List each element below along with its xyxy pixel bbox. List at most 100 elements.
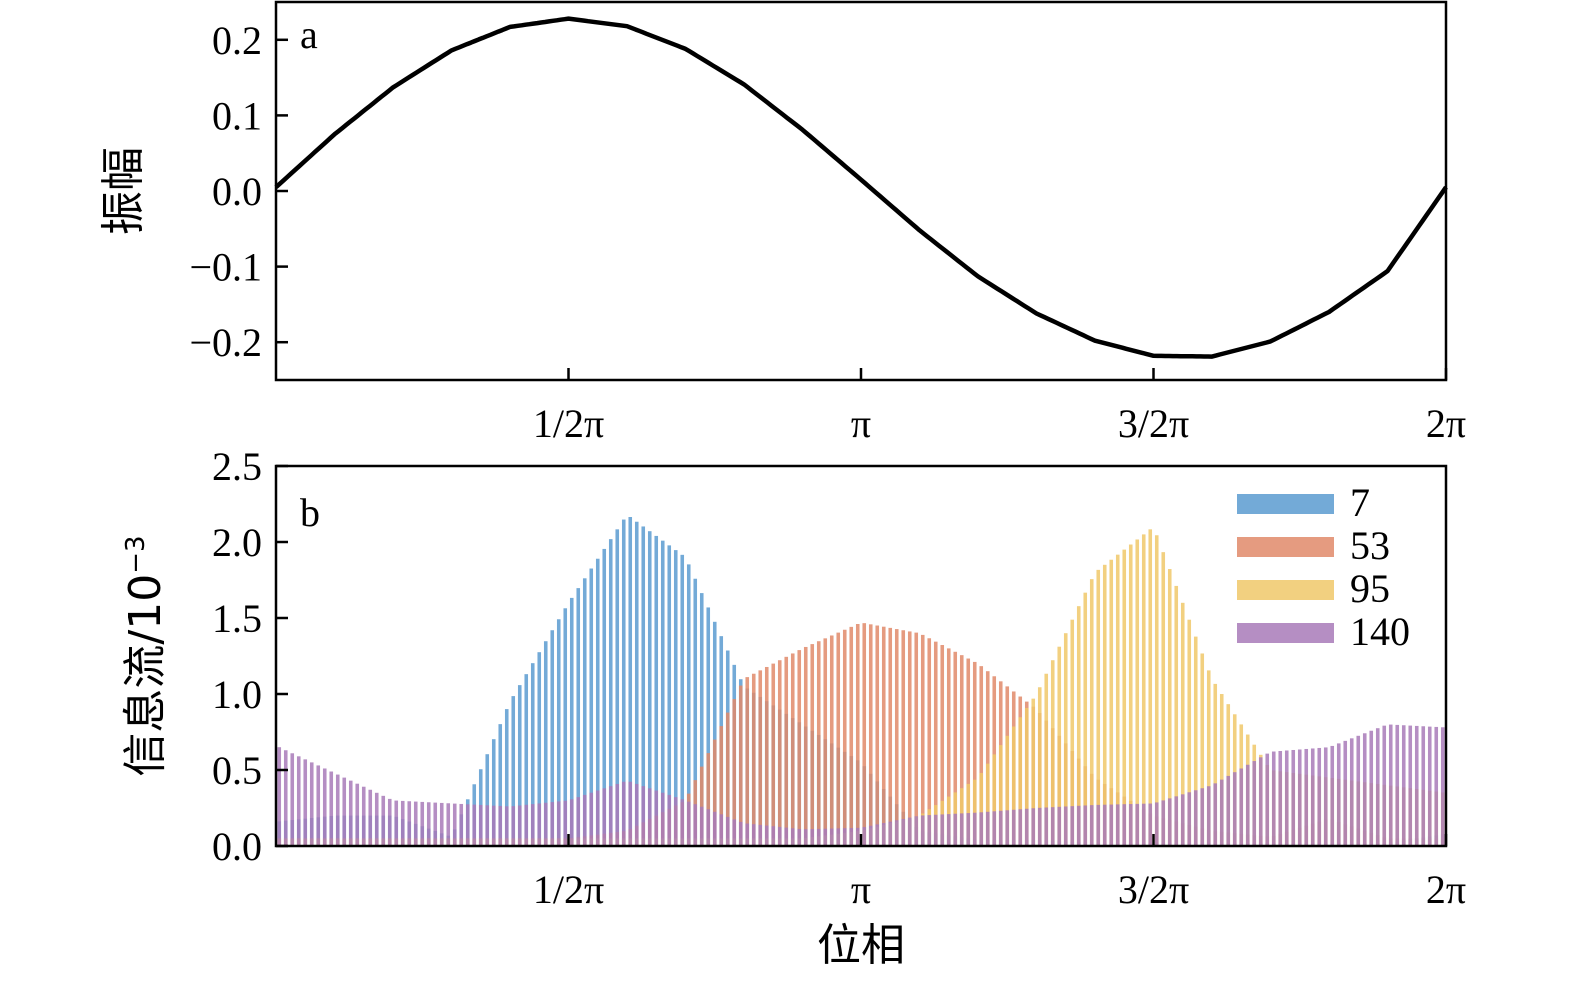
panel-b-bar [647,531,652,846]
panel-b-bar [1362,733,1367,846]
panel-a: 1/2π π 3/2π 2π 0.2 0.1 0.0 −0.1 −0.2 a 振幅 [98,0,1466,446]
panel-b-bar [589,568,594,846]
panel-a-label: a [300,12,318,57]
panel-b-bar [543,802,548,846]
panel-b-bar [732,819,737,846]
panel-b-bar [654,535,659,846]
panel-b-series-53 [277,623,1445,846]
panel-b-bar [303,759,308,846]
panel-b-bar [1323,747,1328,846]
panel-b-bar [985,811,990,846]
legend-swatch [1237,494,1334,514]
panel-b-bar [712,621,717,846]
panel-b-y-tick-label: 1.0 [212,672,262,717]
panel-b-bar [498,724,503,846]
panel-a-x-tick-label: 1/2π [533,401,604,446]
panel-b-bar [530,663,535,846]
panel-b-bar [1174,585,1179,846]
panel-b-bar [719,814,724,846]
panel-b-bar [1070,806,1075,846]
panel-b-bar [1206,670,1211,846]
panel-b-bar [914,632,919,846]
panel-b-bar [1102,804,1107,846]
panel-b-bar [309,762,314,846]
panel-b-bar [1148,529,1153,846]
panel-b-bar [725,712,730,846]
panel-b-bar [803,829,808,846]
panel-b-y-tick-label: 2.5 [212,444,262,489]
panel-b-bar [1278,751,1283,846]
panel-b-bar [1297,749,1302,846]
panel-b-x-axis-title: 位相 [817,920,905,971]
panel-a-x-tick-label: π [851,401,871,446]
panel-b-bar [842,828,847,846]
panel-b-bar [732,699,737,846]
panel-b-bar [1180,794,1185,846]
panel-b-bar [1122,804,1127,846]
panel-b-bar [693,804,698,846]
panel-b-bar [1388,724,1393,846]
panel-b-y-axis-title-main: 信息流/10 [120,574,171,777]
panel-b-bar [829,828,834,846]
panel-b-bar [719,726,724,846]
panel-b-series-95 [277,529,1445,846]
panel-b-bar [1206,786,1211,846]
panel-b-bar [953,813,958,846]
panel-b-bar [1193,636,1198,846]
panel-b-bar [920,634,925,846]
panel-b-bar [888,627,893,846]
panel-b-bar [387,798,392,846]
panel-b-bar [1076,606,1081,846]
panel-b-bar [745,677,750,846]
panel-b-bar [634,783,639,846]
panel-b-bar [621,781,626,846]
panel-b-bar [576,797,581,846]
panel-b-bar [1167,798,1172,846]
panel-a-x-axis: 1/2π π 3/2π 2π [533,368,1466,446]
panel-b-bar [868,624,873,846]
panel-b-bar [849,626,854,846]
panel-b-bar [290,753,295,846]
panel-b-bar [1018,809,1023,846]
panel-b-bar [842,629,847,846]
panel-b-bar [582,794,587,846]
panel-b-bar [784,827,789,846]
panel-b-x-tick-label: 1/2π [533,867,604,912]
panel-b-bar [1076,805,1081,846]
panel-b-bar [426,802,431,846]
panel-b-bar [888,821,893,846]
panel-b-bar [1109,559,1114,846]
panel-b-bar [1044,807,1049,846]
panel-b-bar [1115,554,1120,846]
panel-b-bar [608,539,613,846]
panel-b-bar [914,816,919,846]
panel-b-bar [504,709,509,846]
panel-b-bar [777,660,782,846]
panel-b-bar [1083,805,1088,846]
panel-b-bar [745,823,750,846]
panel-b-bar [797,650,802,846]
panel-b-bar [1265,753,1270,846]
panel-b-bar [1304,748,1309,846]
panel-b-bar [530,804,535,846]
panel-b-y-axis-title: 信息流/10−3 [120,535,171,776]
panel-b-bar [472,804,477,846]
panel-b-y-tick-label: 1.5 [212,596,262,641]
legend-swatch [1237,623,1334,643]
panel-b-bar [1401,725,1406,846]
panel-b-bar [680,554,685,846]
panel-b-bar [1213,683,1218,846]
panel-b-bar [1174,796,1179,846]
panel-b-bar [927,638,932,846]
panel-b-bar [1187,792,1192,846]
panel-b-bar [712,811,717,846]
panel-b-bar [329,771,334,846]
panel-b-bar [901,818,906,846]
panel-b-bar [686,564,691,846]
panel-b-bar [602,548,607,846]
panel-b-bar [862,827,867,846]
panel-b-bar [1031,808,1036,846]
panel-a-y-tick-label: 0.0 [212,169,262,214]
panel-b-bar [810,829,815,846]
panel-b-bar [543,641,548,846]
